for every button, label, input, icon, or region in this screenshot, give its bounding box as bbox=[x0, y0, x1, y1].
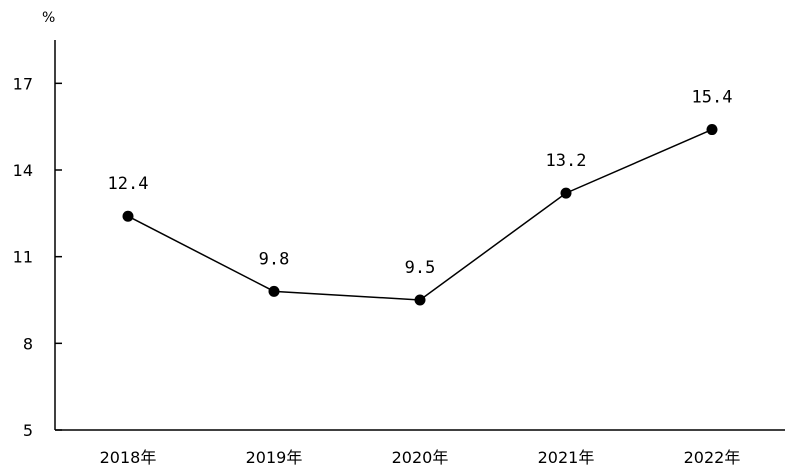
y-tick-label: 14 bbox=[13, 161, 33, 180]
x-tick-label: 2019年 bbox=[246, 448, 303, 467]
y-tick-label: 8 bbox=[23, 334, 33, 353]
data-point bbox=[560, 187, 572, 199]
data-label: 15.4 bbox=[692, 88, 733, 108]
y-axis-unit: % bbox=[42, 10, 55, 26]
x-tick-label: 2022年 bbox=[684, 448, 741, 467]
x-tick-label: 2020年 bbox=[392, 448, 449, 467]
y-tick-label: 17 bbox=[13, 74, 33, 93]
data-point bbox=[414, 294, 426, 306]
y-tick-label: 11 bbox=[13, 248, 33, 267]
data-label: 12.4 bbox=[108, 174, 149, 194]
data-label: 9.8 bbox=[259, 249, 290, 269]
x-tick-label: 2018年 bbox=[100, 448, 157, 467]
data-label: 9.5 bbox=[405, 258, 436, 278]
x-tick-label: 2021年 bbox=[538, 448, 595, 467]
data-point bbox=[122, 210, 134, 222]
data-point bbox=[268, 285, 280, 297]
data-label: 13.2 bbox=[546, 151, 587, 171]
y-tick-label: 5 bbox=[23, 421, 33, 440]
data-point bbox=[706, 124, 718, 136]
